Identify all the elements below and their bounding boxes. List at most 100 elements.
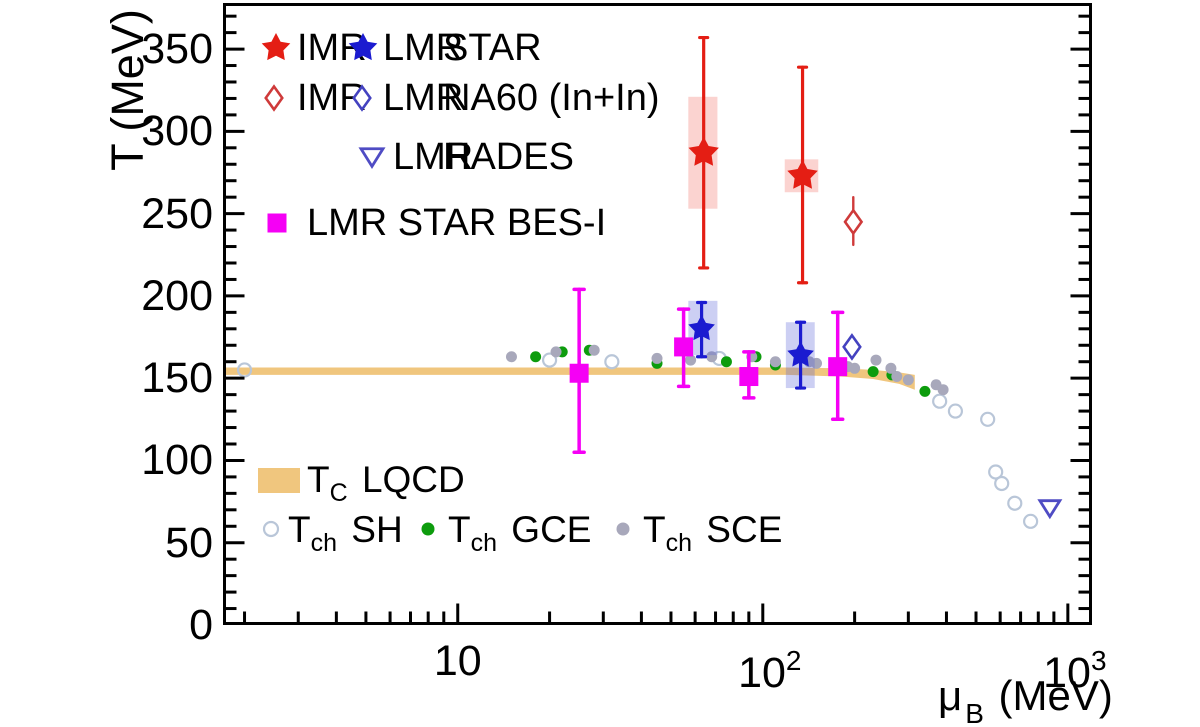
series-lmr-star-bes-i	[569, 287, 848, 454]
legend-gce-marker	[421, 522, 435, 536]
legend-imr-diamond-open	[264, 84, 284, 112]
subscript: ch	[310, 529, 338, 557]
open-circle-marker	[236, 362, 253, 378]
legend-label: LMR	[383, 27, 464, 69]
legend-imr-star	[261, 33, 291, 61]
legend-lmr-triangle-open	[358, 147, 386, 169]
dot-marker	[849, 362, 861, 374]
dot-marker	[685, 354, 697, 366]
dot-marker	[811, 357, 823, 369]
open-diamond-marker	[842, 333, 862, 361]
star-marker	[787, 159, 818, 189]
legend-label-tch-sce: Tch SCE	[643, 508, 782, 557]
dot-marker	[919, 385, 931, 397]
open-diamond-marker	[843, 208, 864, 236]
open-circle-marker	[541, 352, 558, 368]
dot-marker	[505, 351, 517, 363]
open-circle-marker	[980, 411, 996, 427]
open-circle-marker	[1007, 495, 1023, 511]
legend-sh-marker	[262, 520, 280, 538]
dot-marker	[706, 351, 718, 363]
dot-marker	[867, 366, 879, 378]
series-imr-na60	[843, 195, 864, 247]
dot-marker	[891, 371, 903, 383]
x-tick-exponent: 3	[1090, 645, 1107, 676]
legend-lmr-diamond-open	[352, 84, 372, 112]
legend-lmr-star-bes-i-square	[267, 213, 287, 233]
y-tick-label-250: 250	[141, 189, 213, 238]
open-circle-marker	[994, 475, 1010, 492]
square-marker	[828, 357, 848, 377]
legend-sce-marker	[616, 522, 630, 536]
legend-imr-star	[261, 33, 291, 61]
legend-label-tch-sh: Tch SH	[288, 508, 403, 557]
y-tick-label-50: 50	[165, 518, 213, 567]
series-lmr-hades	[1037, 499, 1063, 520]
open-circle-marker	[988, 464, 1004, 480]
series-tch-sce	[505, 344, 949, 396]
series-imr-star	[688, 35, 818, 285]
dot-marker	[651, 352, 663, 364]
legend-sce-marker	[616, 522, 630, 536]
x-tick-label-10e2: 102	[738, 645, 802, 697]
x-axis-title-unit: (MeV)	[986, 672, 1113, 719]
dot-marker	[720, 356, 732, 368]
legend-label: LMR	[393, 136, 474, 178]
x-tick-label-10e1: 10	[433, 637, 482, 685]
series-lmr-star	[688, 300, 814, 390]
legend-lmr-triangle-open	[358, 147, 386, 169]
legend-label-tc-lqcd: TC LQCD	[307, 458, 465, 507]
square-marker	[674, 337, 694, 357]
legend-label-tch-gce: Tch GCE	[448, 508, 591, 557]
plot-area	[223, 3, 1092, 625]
dot-marker	[870, 354, 882, 366]
dot-marker	[530, 351, 542, 363]
y-tick-label-350: 350	[141, 25, 213, 74]
y-tick-label-0: 0	[189, 601, 213, 649]
open-circle-marker	[604, 354, 620, 370]
square-marker	[569, 363, 589, 383]
dot-marker	[885, 362, 897, 374]
y-tick-label-100: 100	[141, 436, 213, 485]
star-marker	[688, 136, 719, 166]
series-lmr-na60	[842, 333, 862, 361]
dot-marker	[902, 374, 914, 386]
subscript: ch	[665, 529, 693, 557]
dot-marker	[550, 346, 562, 358]
open-circle-marker	[947, 403, 964, 419]
square-marker	[739, 367, 759, 387]
legend-lmr-diamond-open	[352, 84, 372, 112]
legend-imr-diamond-open	[264, 84, 284, 112]
x-tick-label-10e3: 103	[1043, 645, 1107, 697]
lqcd-band-swatch	[258, 468, 300, 493]
legend-lmr-star	[348, 33, 378, 61]
subscript: ch	[470, 529, 498, 557]
y-tick-label-200: 200	[141, 271, 213, 320]
x-tick-exponent: 2	[785, 645, 802, 676]
legend-sh-marker	[262, 520, 280, 538]
legend-experiment-na60: NA60 (In+In)	[443, 77, 660, 119]
legend-experiment-hades: HADES	[443, 136, 574, 178]
dot-marker	[588, 344, 600, 356]
y-tick-label-150: 150	[141, 354, 213, 403]
star-marker	[787, 341, 814, 367]
dot-marker	[937, 384, 949, 396]
y-tick-label-300: 300	[141, 107, 213, 156]
open-triangle-marker	[1037, 499, 1063, 520]
legend-lmr-star	[348, 33, 378, 61]
open-circle-marker	[1023, 513, 1039, 529]
x-axis-title-subscript: B	[965, 698, 984, 727]
star-marker	[688, 314, 715, 341]
legend-label: LMR	[383, 77, 464, 119]
subscript: C	[329, 479, 348, 507]
legend-label: LMR STAR BES-I	[307, 202, 607, 244]
legend-gce-marker	[421, 522, 435, 536]
legend-lmr-star-bes-i-square	[267, 213, 287, 233]
open-circle-marker	[932, 393, 948, 409]
x-axis-title-mu: μ	[938, 672, 963, 719]
plot-frame	[223, 3, 1092, 625]
legend-experiment-star: STAR	[443, 27, 542, 69]
dot-marker	[769, 356, 781, 368]
